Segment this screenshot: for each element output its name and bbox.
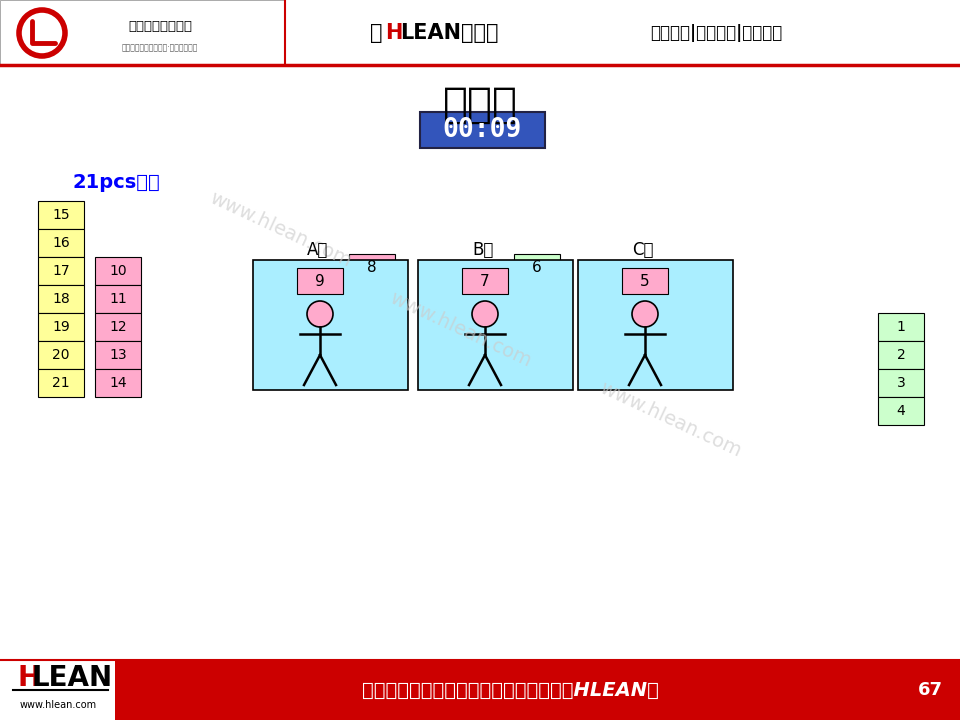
- Text: A站: A站: [307, 241, 328, 259]
- Text: 5: 5: [640, 274, 650, 289]
- Bar: [38, 229, 84, 257]
- Text: B站: B站: [472, 241, 493, 259]
- Text: 21: 21: [52, 376, 70, 390]
- Text: 19: 19: [52, 320, 70, 334]
- Circle shape: [472, 301, 498, 327]
- Circle shape: [632, 301, 658, 327]
- Bar: [38, 313, 84, 341]
- Text: 3: 3: [897, 376, 905, 390]
- Bar: [297, 268, 343, 294]
- Text: 18: 18: [52, 292, 70, 306]
- Text: 7: 7: [480, 274, 490, 289]
- Bar: [115, 660, 960, 720]
- Text: www.hlean.com: www.hlean.com: [206, 189, 354, 271]
- Bar: [878, 397, 924, 425]
- Text: 14: 14: [109, 376, 127, 390]
- Bar: [622, 268, 668, 294]
- Bar: [0, 660, 115, 720]
- Bar: [0, 65, 960, 660]
- Bar: [420, 112, 545, 148]
- Text: C站: C站: [633, 241, 654, 259]
- Bar: [38, 285, 84, 313]
- Bar: [0, 0, 960, 65]
- Text: 20: 20: [52, 348, 70, 362]
- Text: LEAN: LEAN: [32, 664, 113, 692]
- Text: H: H: [17, 664, 40, 692]
- Text: 15: 15: [52, 208, 70, 222]
- Text: www.hlean.com: www.hlean.com: [386, 289, 534, 372]
- Bar: [38, 257, 84, 285]
- Text: 10: 10: [109, 264, 127, 278]
- Text: 精益生产|智能制造|管理前沿: 精益生产|智能制造|管理前沿: [650, 24, 782, 42]
- Bar: [95, 313, 141, 341]
- Bar: [95, 285, 141, 313]
- Text: 【: 【: [370, 23, 382, 43]
- Text: H: H: [385, 23, 402, 43]
- Text: www.hlean.com: www.hlean.com: [596, 379, 744, 462]
- Bar: [878, 369, 924, 397]
- Text: 中国先进精益管理体系·智能制造系统: 中国先进精益管理体系·智能制造系统: [122, 43, 198, 53]
- Bar: [0, 0, 285, 65]
- Text: 9: 9: [315, 274, 324, 289]
- Bar: [878, 313, 924, 341]
- Bar: [38, 341, 84, 369]
- Text: 8: 8: [367, 259, 377, 274]
- Bar: [38, 201, 84, 229]
- Text: 2: 2: [897, 348, 905, 362]
- Text: 6: 6: [532, 259, 541, 274]
- Bar: [578, 260, 732, 390]
- Text: 1: 1: [897, 320, 905, 334]
- Circle shape: [307, 301, 333, 327]
- Text: 17: 17: [52, 264, 70, 278]
- Bar: [349, 254, 395, 280]
- Text: www.hlean.com: www.hlean.com: [20, 700, 97, 710]
- Text: 精益生产促进中心: 精益生产促进中心: [128, 19, 192, 32]
- Bar: [38, 369, 84, 397]
- Bar: [462, 268, 508, 294]
- Bar: [95, 257, 141, 285]
- Text: 11: 11: [109, 292, 127, 306]
- Bar: [95, 369, 141, 397]
- Text: 12: 12: [109, 320, 127, 334]
- Bar: [514, 254, 560, 280]
- Text: 00:09: 00:09: [443, 117, 522, 143]
- Bar: [418, 260, 572, 390]
- Text: 67: 67: [918, 681, 943, 699]
- Text: 16: 16: [52, 236, 70, 250]
- Bar: [878, 341, 924, 369]
- Bar: [252, 260, 407, 390]
- Text: 做行业标杆，找精弘益；要幸福高效，用HLEAN！: 做行业标杆，找精弘益；要幸福高效，用HLEAN！: [362, 680, 659, 700]
- Bar: [95, 341, 141, 369]
- Text: 单件流: 单件流: [443, 84, 517, 126]
- Text: 13: 13: [109, 348, 127, 362]
- Text: LEAN学堂】: LEAN学堂】: [400, 23, 498, 43]
- Text: 21pcs产品: 21pcs产品: [72, 173, 159, 192]
- Text: 4: 4: [897, 404, 905, 418]
